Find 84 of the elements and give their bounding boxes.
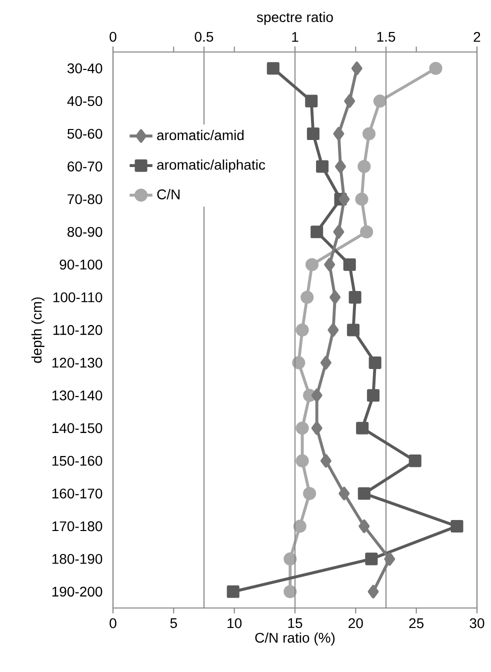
y-tick-label: 170-180 (52, 521, 102, 532)
y-tick-label: 70-80 (68, 194, 102, 204)
point (320, 454, 332, 468)
point (362, 127, 376, 140)
y-tick-label: 120-130 (52, 358, 102, 368)
y-tick-label: 110-120 (53, 325, 102, 335)
point (358, 519, 370, 534)
point (293, 520, 306, 533)
point (335, 160, 346, 174)
point (305, 258, 319, 272)
x2-tick-label: 1 (292, 32, 298, 42)
y-tick-label: 140-150 (52, 423, 102, 434)
point (373, 94, 386, 108)
point (358, 487, 370, 500)
point (333, 225, 344, 239)
point (351, 62, 362, 76)
point (311, 421, 322, 435)
x2-tick-label: 1.5 (377, 32, 396, 42)
x-tick-label: 10 (228, 618, 242, 628)
y-tick-label: 50-60 (67, 128, 102, 139)
x-tick-label: 0 (110, 618, 116, 628)
point (450, 520, 464, 533)
point (296, 454, 309, 468)
y-tick-label: 100-110 (53, 292, 102, 302)
point (296, 323, 309, 337)
point (303, 487, 316, 500)
point (368, 584, 379, 598)
point (266, 62, 280, 75)
point (284, 552, 297, 566)
point (368, 356, 382, 369)
point (429, 62, 442, 75)
x-tick-label: 5 (170, 618, 177, 628)
y-tick-label: 80-90 (68, 226, 102, 237)
y-tick-label: 180-190 (52, 554, 102, 564)
y-tick-label: 190-200 (52, 586, 102, 597)
point (343, 258, 356, 271)
point (306, 128, 320, 140)
x-tick-label: 20 (348, 618, 363, 628)
point (338, 486, 350, 500)
x-axis-title: C/N ratio (%) (255, 632, 335, 646)
y-tick-label: 40-50 (67, 96, 102, 106)
point (338, 192, 350, 206)
point (360, 225, 374, 238)
point (300, 290, 314, 304)
x2-axis-title: spectre ratio (256, 12, 333, 25)
legend-label: aromatic/aliphatic (157, 159, 266, 173)
y-tick-label: 60-70 (68, 162, 102, 172)
point (358, 160, 371, 174)
y-tick-label: 30-40 (67, 63, 102, 74)
point (355, 192, 368, 206)
point (292, 356, 306, 370)
point (330, 290, 341, 304)
y-tick-label: 130-140 (52, 390, 102, 400)
y-tick-label: 160-170 (52, 488, 102, 498)
point (305, 94, 318, 108)
point (365, 552, 378, 566)
point (366, 389, 380, 402)
point (328, 323, 339, 337)
y-tick-label: 150-160 (52, 456, 102, 466)
point (344, 94, 356, 108)
point (408, 454, 422, 468)
x2-tick-label: 0 (110, 32, 116, 42)
y-tick-label: 90-100 (60, 260, 102, 270)
point (356, 422, 369, 434)
x-tick-label: 25 (409, 618, 424, 628)
point (348, 291, 362, 304)
y-axis-title: depth (cm) (31, 297, 44, 363)
point (284, 585, 297, 598)
point (346, 324, 360, 336)
point (316, 160, 329, 173)
point (226, 585, 240, 598)
x2-tick-label: 2 (474, 32, 480, 42)
point (333, 126, 344, 141)
point (384, 552, 396, 566)
legend-label: aromatic/amid (157, 130, 244, 140)
point (296, 422, 309, 435)
point (311, 388, 322, 402)
x-tick-label: 30 (470, 618, 484, 628)
point (320, 356, 332, 370)
x-tick-label: 15 (288, 618, 302, 628)
x2-tick-label: 0.5 (194, 32, 214, 42)
legend-label: C/N (157, 189, 180, 200)
point (310, 226, 324, 238)
point (324, 258, 336, 272)
